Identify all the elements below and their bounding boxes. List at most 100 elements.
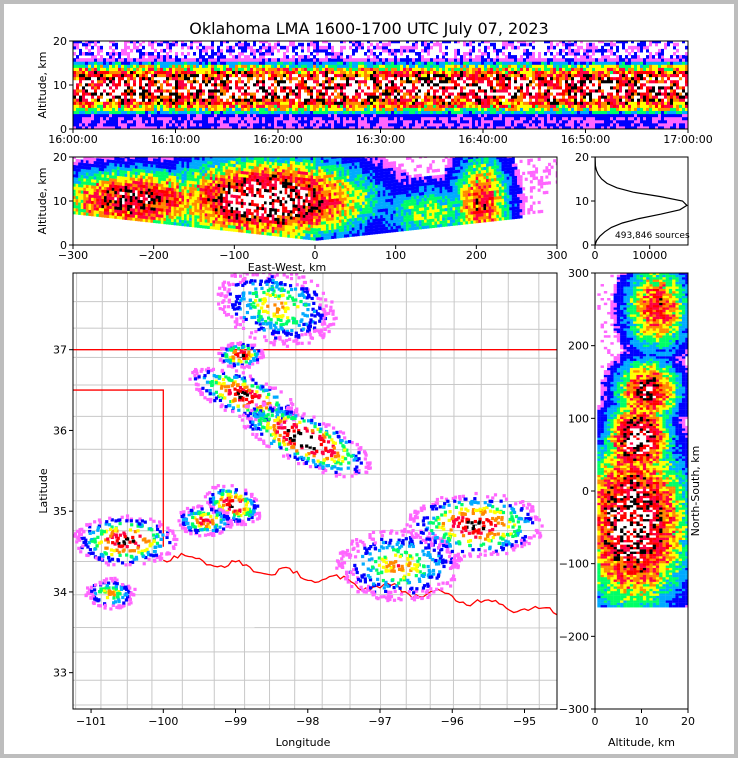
time-height-cell	[589, 85, 592, 90]
time-height-cell	[439, 116, 442, 121]
time-height-cell	[439, 82, 442, 87]
time-height-cell	[292, 104, 295, 108]
time-height-cell	[202, 119, 205, 124]
time-height-cell	[424, 95, 427, 99]
time-height-cell	[499, 98, 502, 102]
time-height-cell	[85, 119, 88, 124]
time-height-cell	[517, 79, 520, 84]
time-height-cell	[553, 95, 556, 99]
time-height-cell	[493, 85, 496, 90]
time-height-cell	[544, 82, 547, 87]
time-height-cell	[274, 45, 277, 50]
time-height-cell	[406, 55, 409, 59]
time-height-cell	[559, 107, 562, 112]
time-height-cell	[610, 58, 613, 62]
time-height-cell	[493, 95, 496, 99]
time-height-cell	[121, 85, 124, 90]
time-height-cell	[127, 41, 130, 44]
time-height-cell	[190, 122, 193, 127]
time-height-cell	[592, 70, 595, 75]
time-height-cell	[547, 64, 550, 68]
time-height-cell	[148, 110, 151, 115]
time-height-cell	[199, 116, 202, 121]
time-height-cell	[514, 73, 517, 78]
time-height-cell	[163, 79, 166, 84]
time-height-cell	[478, 110, 481, 115]
time-height-cell	[124, 110, 127, 115]
time-height-cell	[274, 82, 277, 87]
time-height-cell	[589, 116, 592, 121]
time-height-cell	[550, 104, 553, 108]
time-height-cell	[322, 61, 325, 65]
time-height-cell	[397, 82, 400, 87]
time-height-cell	[415, 98, 418, 102]
time-height-cell	[535, 85, 538, 90]
time-height-cell	[622, 101, 625, 105]
time-height-cell	[178, 107, 181, 112]
time-height-cell	[628, 110, 631, 115]
time-height-cell	[436, 42, 439, 47]
time-height-cell	[325, 101, 328, 105]
time-height-cell	[280, 64, 283, 68]
time-height-cell	[244, 67, 247, 71]
time-height-cell	[544, 79, 547, 84]
time-height-cell	[166, 79, 169, 84]
time-height-cell	[439, 101, 442, 105]
time-height-cell	[148, 95, 151, 99]
time-height-cell	[322, 76, 325, 81]
time-height-cell	[484, 61, 487, 65]
time-height-cell	[214, 73, 217, 78]
time-height-cell	[160, 70, 163, 75]
time-height-cell	[616, 73, 619, 78]
time-height-cell	[412, 67, 415, 71]
time-height-cell	[574, 76, 577, 81]
time-height-cell	[331, 79, 334, 84]
time-height-cell	[265, 119, 268, 124]
time-height-cell	[103, 98, 106, 102]
time-height-cell	[400, 125, 403, 129]
time-height-cell	[559, 48, 562, 53]
time-height-cell	[340, 61, 343, 65]
time-height-cell	[430, 95, 433, 99]
time-height-cell	[559, 116, 562, 121]
time-height-cell	[466, 61, 469, 65]
time-height-cell	[478, 67, 481, 71]
time-height-cell	[94, 92, 97, 96]
time-height-cell	[208, 125, 211, 129]
time-height-cell	[217, 82, 220, 87]
time-height-cell	[571, 85, 574, 90]
time-height-cell	[610, 98, 613, 102]
time-height-cell	[244, 42, 247, 47]
time-height-cell	[472, 122, 475, 127]
time-height-cell	[244, 64, 247, 68]
time-height-cell	[571, 48, 574, 53]
time-height-cell	[82, 58, 85, 62]
time-height-cell	[472, 79, 475, 84]
time-height-cell	[289, 61, 292, 65]
time-height-cell	[586, 104, 589, 108]
time-height-cell	[364, 64, 367, 68]
time-height-cell	[505, 95, 508, 99]
time-height-cell	[436, 107, 439, 112]
time-height-cell	[115, 67, 118, 71]
time-height-cell	[172, 42, 175, 47]
time-height-cell	[376, 85, 379, 90]
time-height-cell	[286, 110, 289, 115]
time-height-cell	[277, 125, 280, 129]
time-height-cell	[325, 61, 328, 65]
time-height-cell	[232, 98, 235, 102]
time-height-cell	[529, 70, 532, 75]
time-height-cell	[592, 88, 595, 93]
time-height-cell	[244, 58, 247, 62]
time-height-cell	[109, 104, 112, 108]
time-height-cell	[214, 79, 217, 84]
time-height-cell	[529, 42, 532, 47]
time-height-cell	[325, 122, 328, 127]
time-height-cell	[268, 122, 271, 127]
time-height-cell	[427, 82, 430, 87]
time-height-cell	[460, 79, 463, 84]
time-height-cell	[115, 70, 118, 75]
time-height-cell	[217, 55, 220, 59]
time-height-cell	[598, 79, 601, 84]
time-height-cell	[550, 122, 553, 127]
